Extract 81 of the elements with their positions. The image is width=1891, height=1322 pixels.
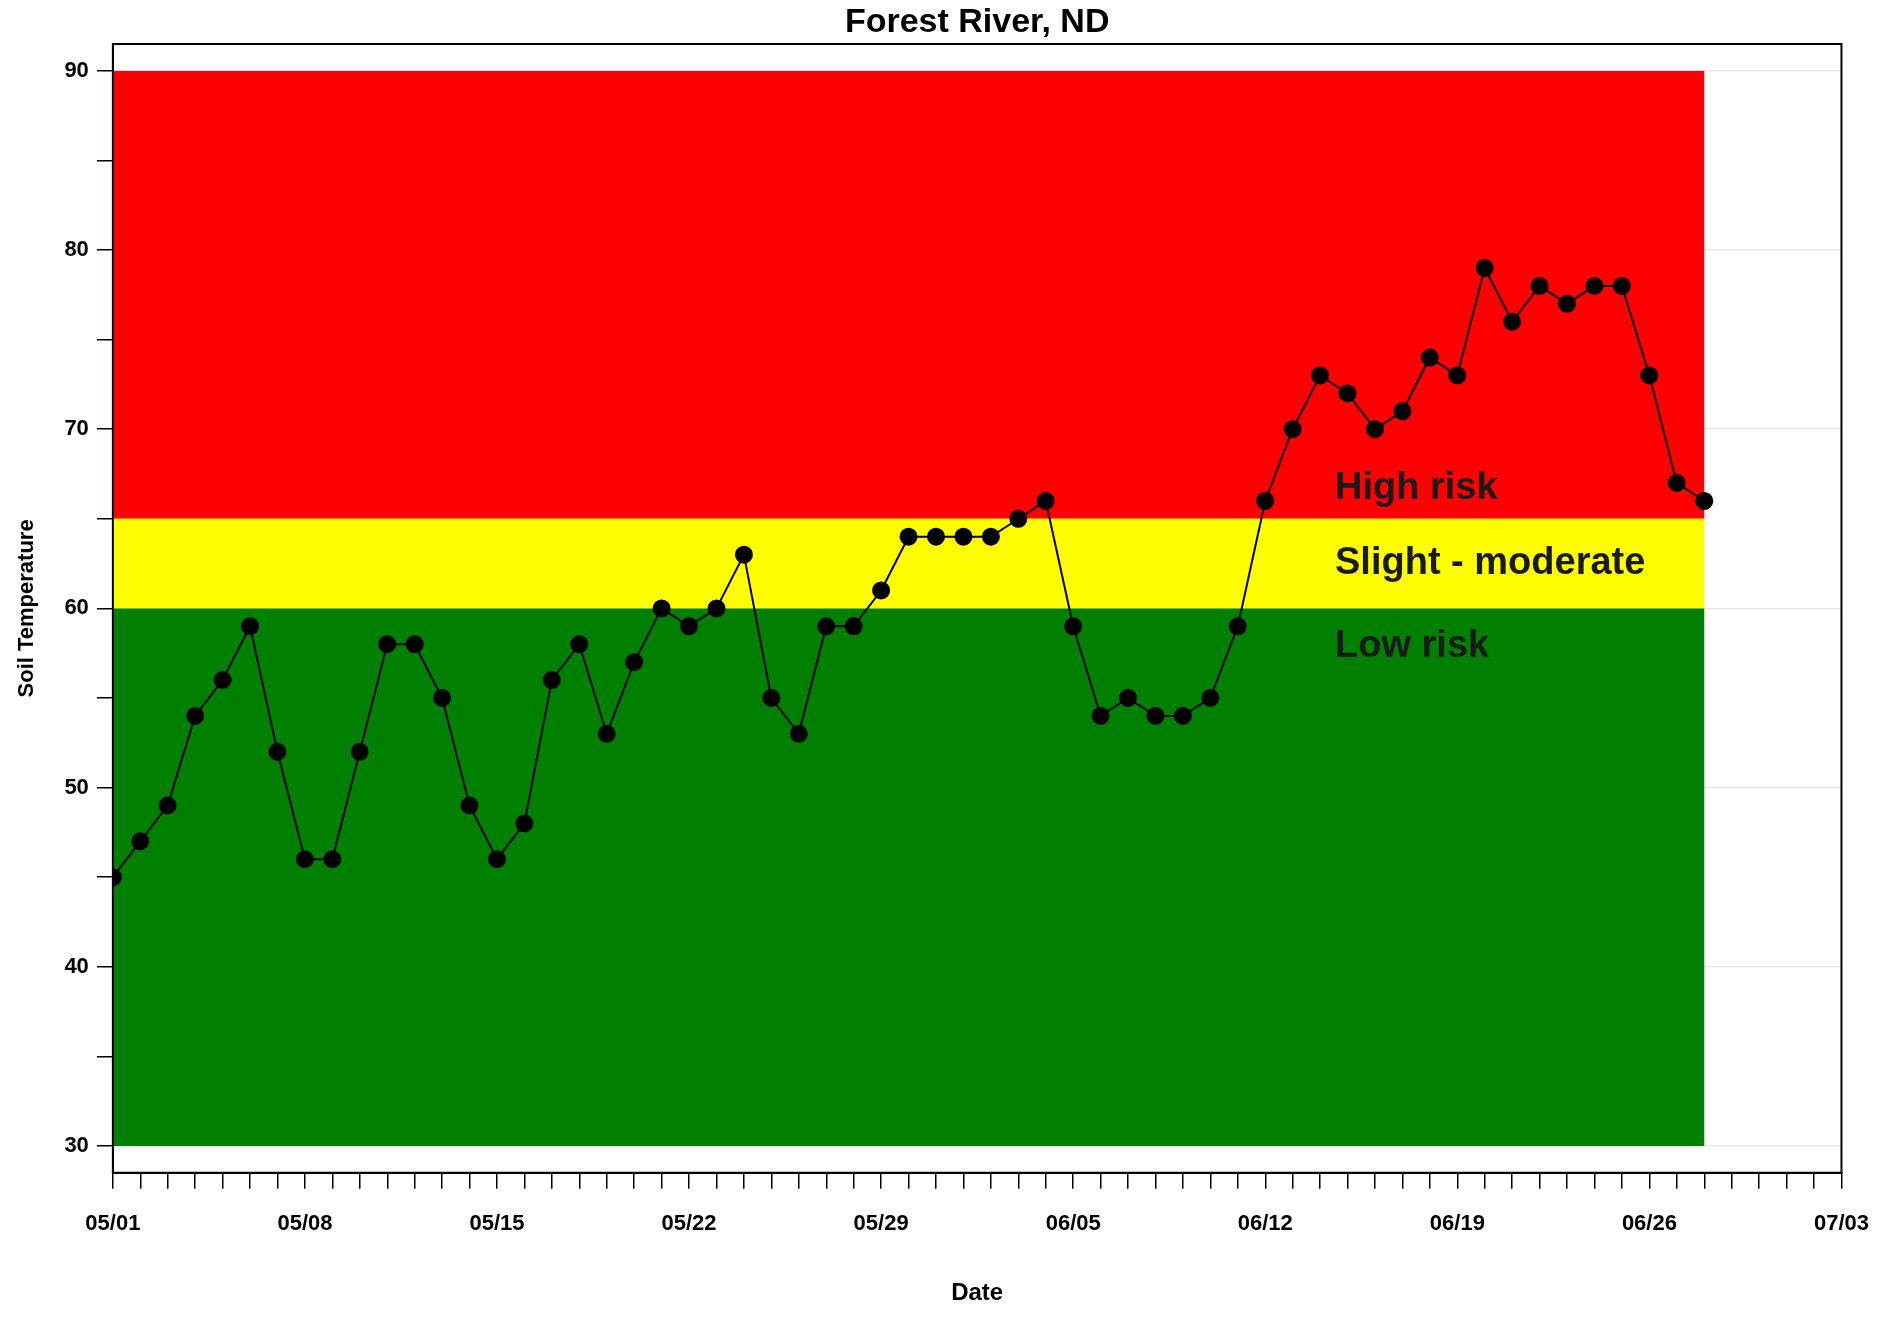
point xyxy=(954,527,973,546)
point xyxy=(488,850,507,869)
point xyxy=(1119,688,1138,707)
point xyxy=(186,706,205,725)
point xyxy=(1420,348,1439,367)
point xyxy=(131,832,150,851)
point xyxy=(762,688,781,707)
point xyxy=(899,527,918,546)
y-axis-title: Soil Temperature xyxy=(13,519,39,698)
point xyxy=(1338,384,1357,403)
point xyxy=(625,653,644,672)
point xyxy=(734,545,753,564)
point xyxy=(1064,617,1083,636)
chart-title: Forest River, ND xyxy=(844,1,1110,40)
point xyxy=(597,724,616,743)
y-tick-label: 60 xyxy=(64,594,89,620)
point xyxy=(350,742,369,761)
point xyxy=(872,581,891,600)
point xyxy=(460,796,479,815)
x-tick-label: 06/26 xyxy=(1621,1210,1677,1236)
point xyxy=(1091,706,1110,725)
x-tick-label: 05/15 xyxy=(469,1210,525,1236)
y-tick-label: 50 xyxy=(64,773,89,799)
x-tick-label: 06/05 xyxy=(1045,1210,1101,1236)
x-tick-label: 06/19 xyxy=(1429,1210,1485,1236)
point xyxy=(213,671,232,690)
point xyxy=(1036,491,1055,510)
point xyxy=(1448,366,1467,385)
band-label: Slight - moderate xyxy=(1334,540,1646,583)
y-tick-label: 90 xyxy=(64,56,89,82)
point xyxy=(1612,276,1631,295)
point xyxy=(1228,617,1247,636)
point xyxy=(542,671,561,690)
point xyxy=(652,599,671,618)
point xyxy=(1585,276,1604,295)
point xyxy=(1393,402,1412,421)
point xyxy=(844,617,863,636)
point xyxy=(1503,312,1522,331)
y-tick-label: 40 xyxy=(64,952,89,978)
point xyxy=(158,796,177,815)
point xyxy=(927,527,946,546)
x-tick-label: 05/08 xyxy=(277,1210,333,1236)
point xyxy=(1667,473,1686,492)
x-tick-label: 07/03 xyxy=(1813,1210,1869,1236)
band-label: High risk xyxy=(1334,465,1499,508)
point xyxy=(241,617,260,636)
point xyxy=(1009,509,1028,528)
point xyxy=(817,617,836,636)
point xyxy=(1256,491,1275,510)
point xyxy=(323,850,342,869)
point xyxy=(1695,491,1714,510)
point xyxy=(981,527,1000,546)
x-tick-label: 06/12 xyxy=(1237,1210,1293,1236)
point xyxy=(378,635,397,654)
point xyxy=(789,724,808,743)
point xyxy=(1530,276,1549,295)
x-tick-label: 05/01 xyxy=(85,1210,141,1236)
point xyxy=(295,850,314,869)
point xyxy=(1640,366,1659,385)
point xyxy=(1201,688,1220,707)
point xyxy=(1283,420,1302,439)
point xyxy=(680,617,699,636)
point xyxy=(570,635,589,654)
y-tick-label: 80 xyxy=(64,236,89,262)
point xyxy=(707,599,726,618)
point xyxy=(268,742,287,761)
point xyxy=(1558,294,1577,313)
x-axis-title: Date xyxy=(951,1278,1004,1306)
point xyxy=(515,814,534,833)
x-tick-label: 05/29 xyxy=(853,1210,909,1236)
point xyxy=(433,688,452,707)
x-tick-label: 05/22 xyxy=(661,1210,717,1236)
point xyxy=(1475,258,1494,277)
point xyxy=(1146,706,1165,725)
y-tick-label: 30 xyxy=(64,1131,89,1157)
point xyxy=(1311,366,1330,385)
point xyxy=(1173,706,1192,725)
point xyxy=(1366,420,1385,439)
point xyxy=(405,635,424,654)
y-tick-label: 70 xyxy=(64,415,89,441)
band-label: Low risk xyxy=(1334,622,1491,665)
